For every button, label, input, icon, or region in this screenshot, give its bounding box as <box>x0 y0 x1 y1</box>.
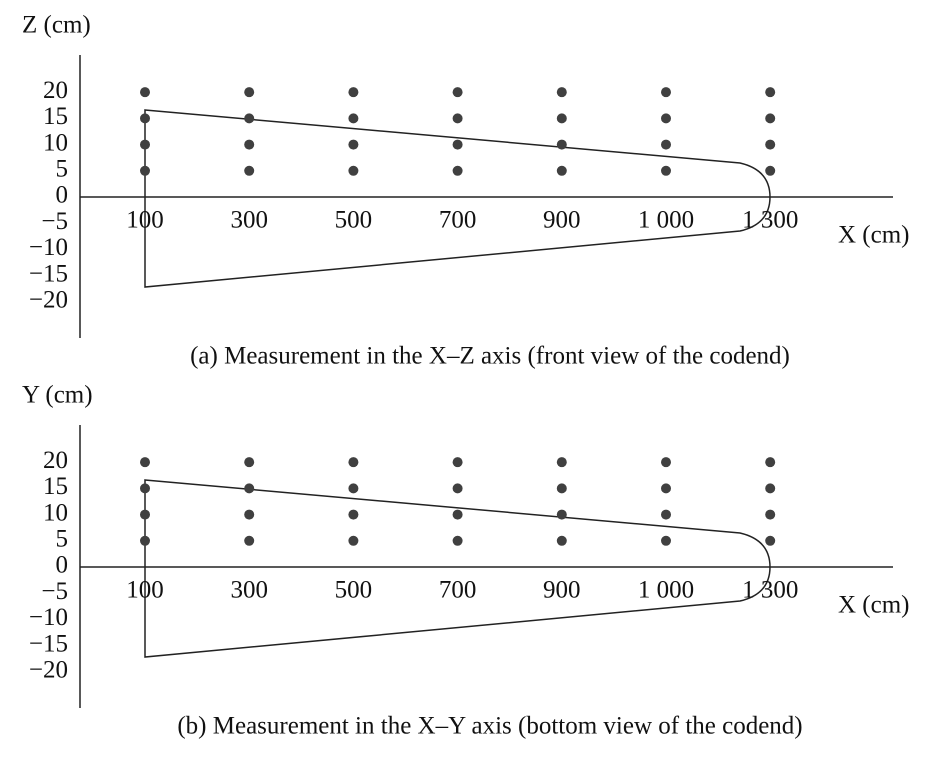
measurement-point <box>140 139 150 150</box>
measurement-point <box>244 139 255 150</box>
measurement-point <box>244 87 255 98</box>
measurement-point <box>452 165 463 176</box>
measurement-point <box>765 139 776 150</box>
measurement-point <box>765 483 776 494</box>
measurement-point <box>661 457 671 468</box>
measurement-point <box>348 457 359 468</box>
y-tick-label: 20 <box>43 77 68 104</box>
measurement-point <box>348 483 359 494</box>
y-tick-label: 15 <box>43 473 68 500</box>
measurement-point <box>348 535 359 546</box>
measurement-point <box>452 483 463 494</box>
y-tick-label: −5 <box>41 208 68 235</box>
measurement-point <box>348 139 359 150</box>
measurement-point <box>765 509 776 520</box>
measurement-point <box>661 113 671 124</box>
x-tick-label: 100 <box>126 207 164 234</box>
measurement-point <box>556 113 567 124</box>
y-tick-label: 0 <box>56 182 69 209</box>
x-tick-label: 1 000 <box>638 207 694 234</box>
y-tick-label: −15 <box>29 630 68 657</box>
x-tick-label: 1 300 <box>742 207 798 234</box>
measurement-point <box>244 535 255 546</box>
x-axis-title: X (cm) <box>838 222 910 249</box>
caption: (b) Measurement in the X–Y axis (bottom … <box>177 713 802 740</box>
measurement-point <box>452 509 463 520</box>
x-tick-label: 900 <box>543 577 581 604</box>
y-tick-label: 10 <box>43 129 68 156</box>
measurement-point <box>765 113 776 124</box>
y-tick-label: 10 <box>43 499 68 526</box>
x-tick-label: 300 <box>230 207 268 234</box>
x-tick-label: 1 000 <box>638 577 694 604</box>
measurement-point <box>765 535 776 546</box>
measurement-point <box>244 509 255 520</box>
measurement-point <box>556 457 567 468</box>
y-axis-title: Z (cm) <box>22 12 91 39</box>
measurement-point <box>556 87 567 98</box>
measurement-point <box>556 165 567 176</box>
measurement-point <box>556 509 567 520</box>
measurement-point <box>244 457 255 468</box>
x-tick-label: 300 <box>230 577 268 604</box>
measurement-point <box>765 165 776 176</box>
measurement-point <box>348 113 359 124</box>
measurement-point <box>348 87 359 98</box>
measurement-point <box>244 483 255 494</box>
x-tick-label: 900 <box>543 207 581 234</box>
y-tick-label: −15 <box>29 260 68 287</box>
y-tick-label: −10 <box>29 234 68 261</box>
x-tick-label: 100 <box>126 577 164 604</box>
caption: (a) Measurement in the X–Z axis (front v… <box>190 343 790 370</box>
x-tick-label: 1 300 <box>742 577 798 604</box>
measurement-point <box>452 87 463 98</box>
measurement-point <box>661 483 671 494</box>
measurement-point <box>244 165 255 176</box>
y-tick-label: 5 <box>56 156 69 183</box>
measurement-point <box>452 535 463 546</box>
measurement-point <box>244 113 255 124</box>
measurement-point <box>348 509 359 520</box>
y-tick-label: 5 <box>56 526 69 553</box>
y-tick-label: 0 <box>56 552 69 579</box>
measurement-point <box>140 165 150 176</box>
measurement-point <box>661 165 671 176</box>
x-tick-label: 500 <box>335 577 373 604</box>
measurement-point <box>140 483 150 494</box>
measurement-point <box>140 87 150 98</box>
measurement-point <box>140 113 150 124</box>
x-tick-label: 500 <box>335 207 373 234</box>
y-tick-label: −5 <box>41 578 68 605</box>
x-axis-title: X (cm) <box>838 592 910 619</box>
measurement-point <box>661 535 671 546</box>
measurement-point <box>556 139 567 150</box>
measurement-point <box>452 457 463 468</box>
y-tick-label: −20 <box>29 657 68 684</box>
measurement-point <box>452 113 463 124</box>
measurement-point <box>661 509 671 520</box>
y-tick-label: 20 <box>43 447 68 474</box>
measurement-point <box>556 483 567 494</box>
measurement-point <box>661 87 671 98</box>
measurement-point <box>765 87 776 98</box>
measurement-point <box>452 139 463 150</box>
x-tick-label: 700 <box>439 577 477 604</box>
codend-outline <box>144 109 771 288</box>
y-tick-label: −20 <box>29 287 68 314</box>
measurement-point <box>556 535 567 546</box>
y-axis-title: Y (cm) <box>22 382 93 409</box>
measurement-point <box>661 139 671 150</box>
y-tick-label: −10 <box>29 604 68 631</box>
measurement-point <box>765 457 776 468</box>
measurement-point <box>140 457 150 468</box>
measurement-point <box>140 509 150 520</box>
y-tick-label: 15 <box>43 103 68 130</box>
measurement-point <box>348 165 359 176</box>
codend-outline <box>144 479 771 658</box>
x-tick-label: 700 <box>439 207 477 234</box>
measurement-point <box>140 535 150 546</box>
